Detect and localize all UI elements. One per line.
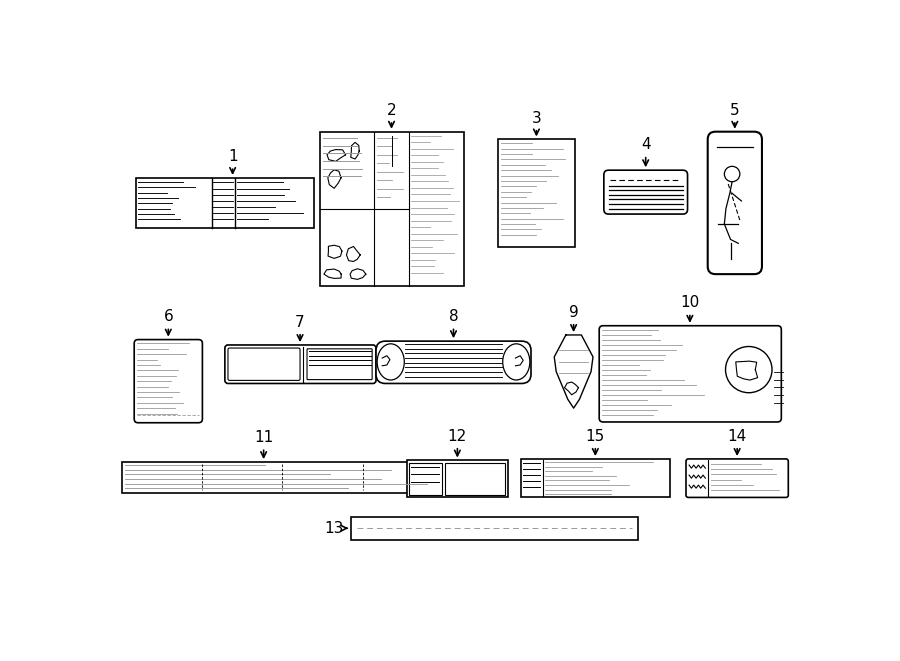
Text: 5: 5 (730, 103, 740, 118)
FancyBboxPatch shape (376, 341, 531, 383)
Bar (122, 462, 444, 493)
Bar (445, 463, 506, 495)
Text: 4: 4 (641, 137, 651, 153)
Ellipse shape (377, 344, 404, 380)
FancyBboxPatch shape (599, 326, 781, 422)
Text: 8: 8 (449, 309, 458, 324)
FancyBboxPatch shape (225, 345, 376, 383)
Text: 2: 2 (387, 103, 396, 118)
Text: 14: 14 (727, 428, 747, 444)
Text: 13: 13 (325, 521, 344, 535)
Bar (320, 132, 464, 286)
Text: 15: 15 (586, 428, 605, 444)
Bar (410, 463, 442, 495)
Bar (521, 459, 670, 498)
Ellipse shape (503, 344, 530, 380)
Bar (407, 461, 508, 498)
FancyBboxPatch shape (228, 348, 300, 380)
FancyBboxPatch shape (686, 459, 788, 498)
Text: 6: 6 (164, 309, 173, 324)
FancyBboxPatch shape (707, 132, 762, 274)
Text: 12: 12 (448, 428, 467, 444)
Bar (498, 139, 575, 247)
Text: 11: 11 (254, 430, 274, 445)
Bar (351, 517, 638, 540)
Text: 1: 1 (228, 149, 238, 164)
Polygon shape (554, 335, 593, 408)
FancyBboxPatch shape (604, 170, 688, 214)
FancyBboxPatch shape (307, 349, 372, 379)
Text: 3: 3 (532, 110, 541, 126)
Circle shape (725, 346, 772, 393)
FancyBboxPatch shape (134, 340, 202, 423)
Text: 10: 10 (680, 295, 699, 310)
Text: 9: 9 (569, 305, 579, 319)
Bar (136, 178, 314, 228)
Text: 7: 7 (295, 315, 305, 330)
